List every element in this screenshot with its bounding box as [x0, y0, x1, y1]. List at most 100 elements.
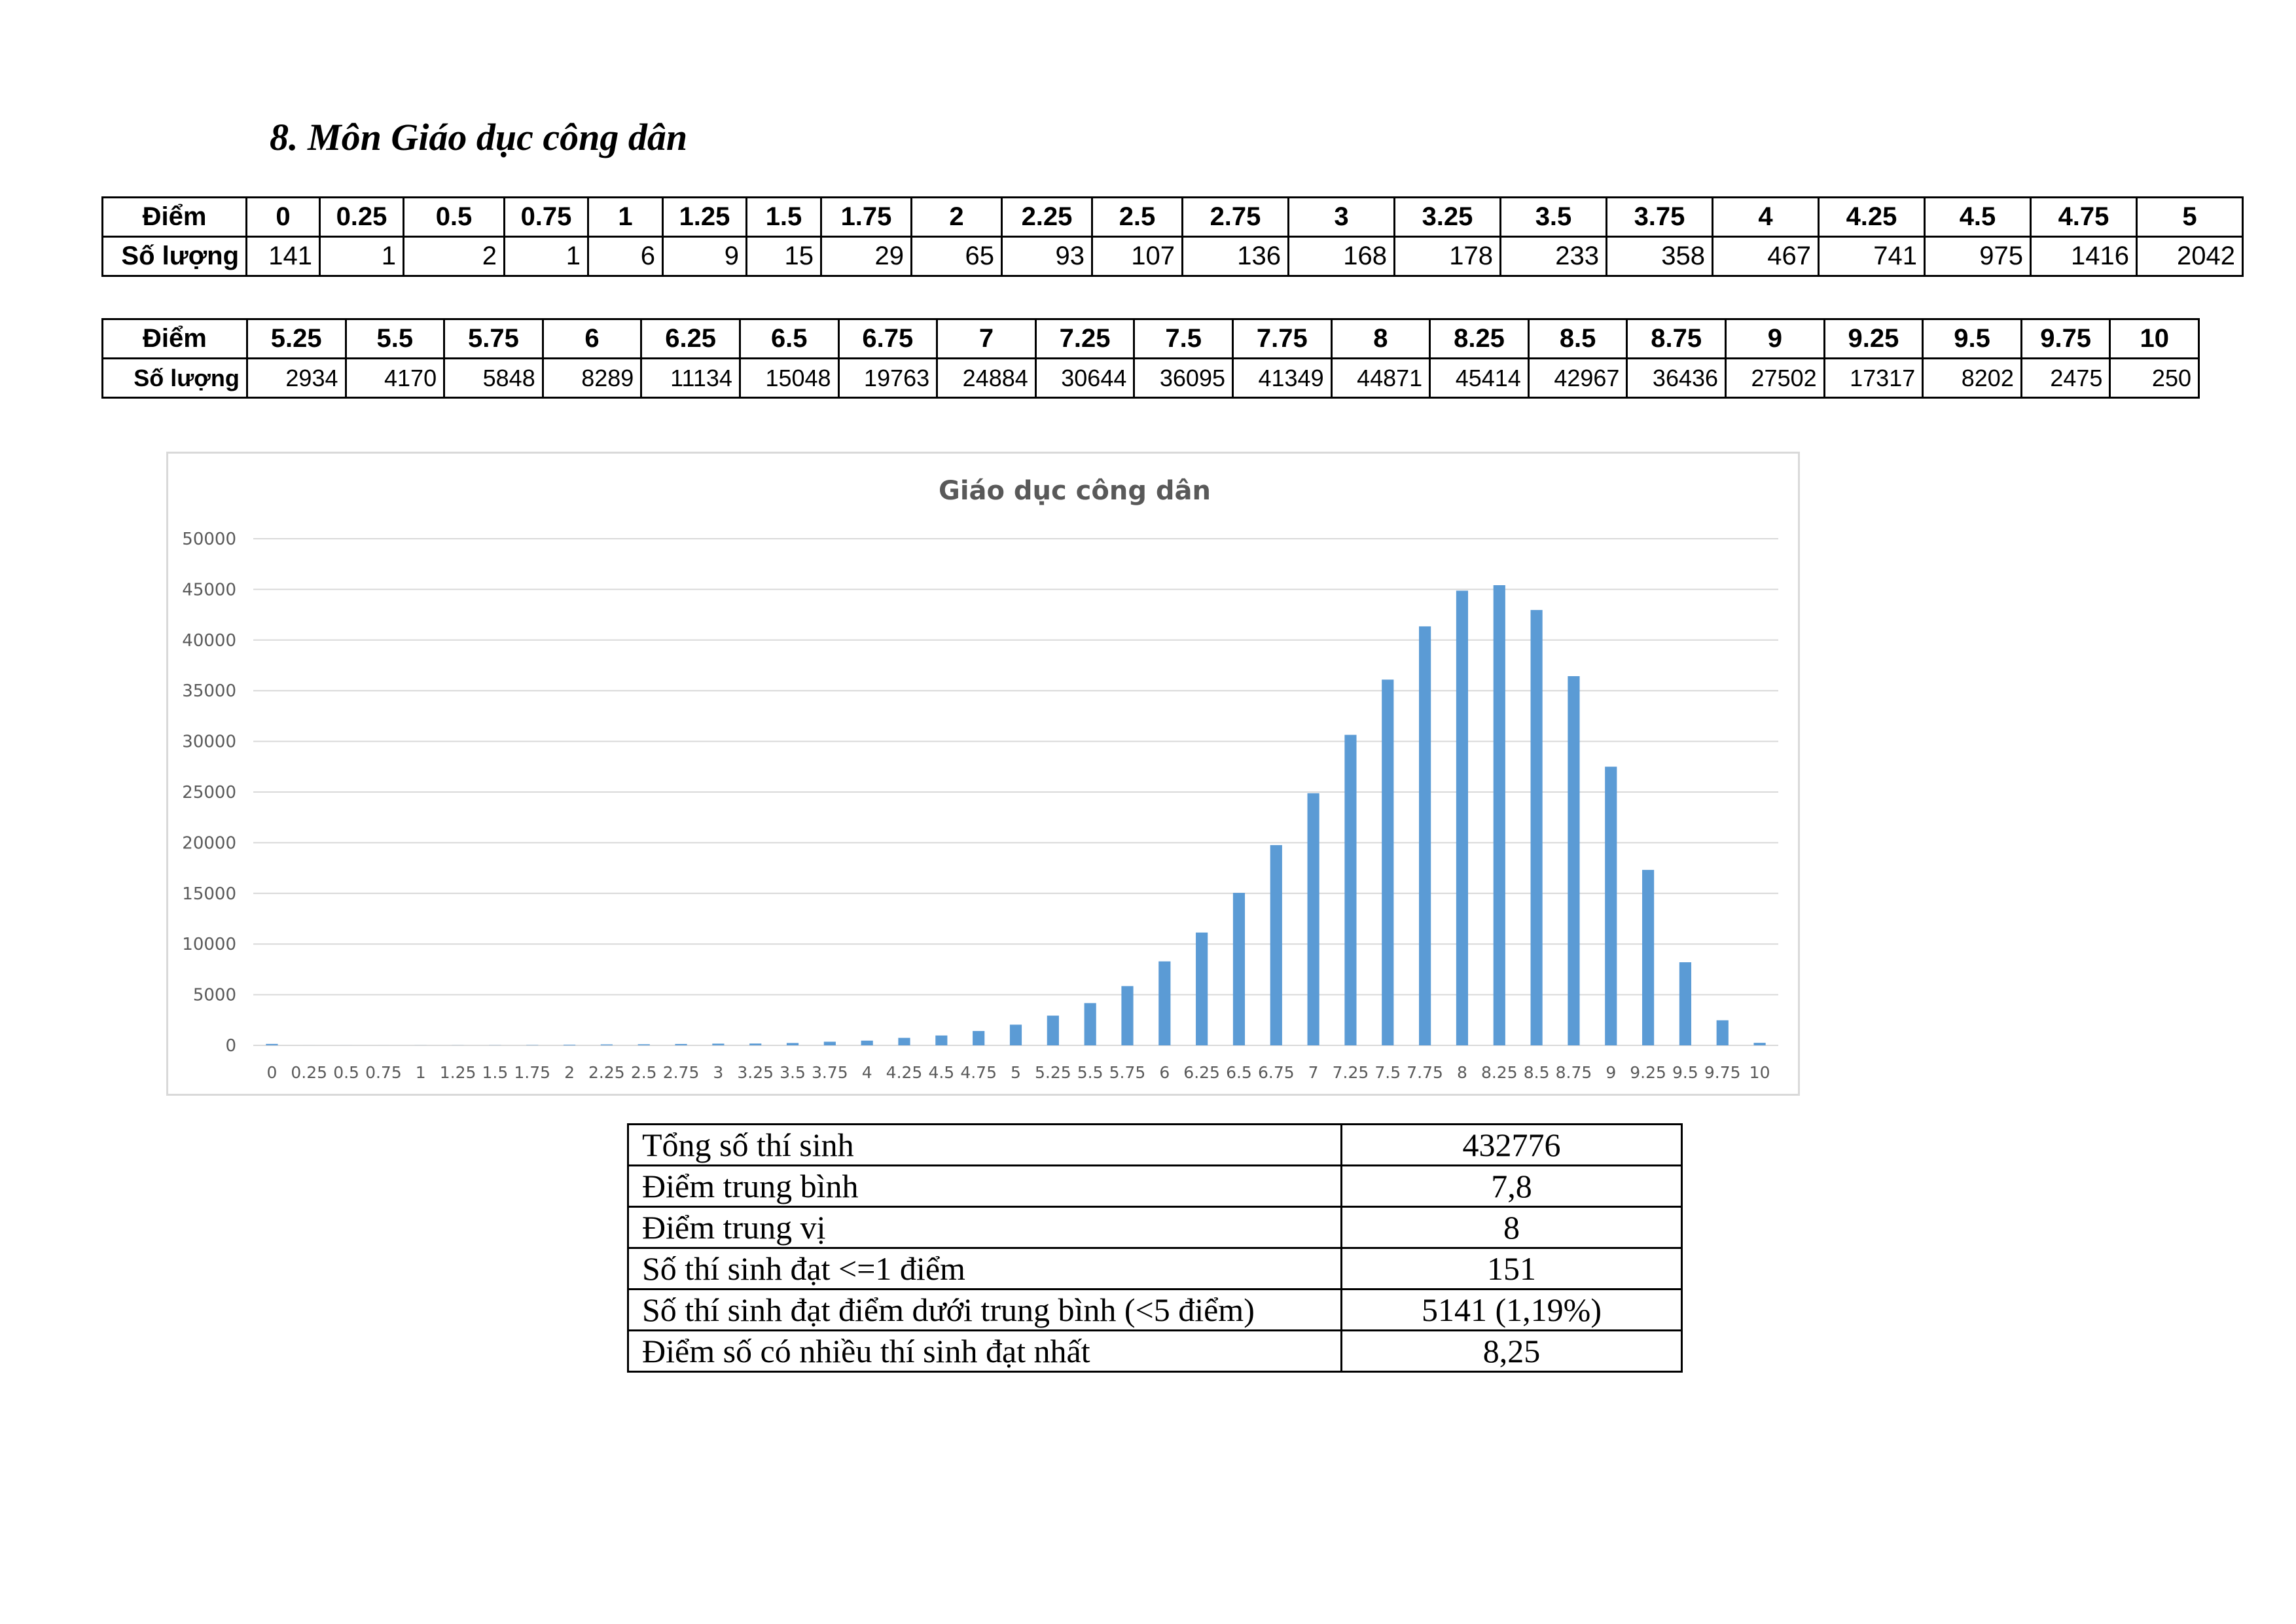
count-cell: 36095: [1133, 357, 1234, 399]
score-cell: 2.75: [1181, 196, 1289, 238]
summary-label: Tổng số thí sinh: [627, 1123, 1342, 1166]
score-cell: 9.5: [1922, 318, 2022, 359]
y-tick-label: 10000: [182, 935, 236, 954]
score-cell: 4.75: [2030, 196, 2138, 238]
count-cell: 168: [1287, 236, 1395, 277]
count-cell: 2934: [245, 357, 347, 399]
x-tick-label: 1.25: [440, 1063, 476, 1082]
score-cell: 6.5: [738, 318, 840, 359]
score-cell: 4: [1712, 196, 1820, 238]
bar: [1679, 962, 1692, 1045]
x-tick-label: 2.5: [631, 1063, 657, 1082]
score-cell: 6.75: [837, 318, 939, 359]
count-cell: 93: [1001, 236, 1093, 277]
bar: [712, 1043, 725, 1045]
bar: [1568, 676, 1580, 1045]
bar: [1493, 585, 1505, 1045]
count-cell: 141: [245, 236, 321, 277]
x-tick-label: 6: [1159, 1063, 1170, 1082]
count-label: Số lượng: [101, 236, 247, 277]
score-cell: 3: [1287, 196, 1395, 238]
count-cell: 250: [2109, 357, 2200, 399]
score-cell: 3.25: [1393, 196, 1501, 238]
count-label: Số lượng: [101, 357, 248, 399]
summary-value: 8,25: [1340, 1329, 1683, 1373]
x-tick-label: 0.5: [333, 1063, 359, 1082]
score-cell: 0: [245, 196, 321, 238]
summary-row: Số thí sinh đạt <=1 điểm 151: [627, 1247, 1683, 1290]
score-cell: 0.5: [403, 196, 505, 238]
x-tick-label: 4.75: [960, 1063, 997, 1082]
score-cell: 3.5: [1499, 196, 1607, 238]
y-tick-label: 15000: [182, 884, 236, 904]
count-cell: 11134: [640, 357, 741, 399]
bar: [1419, 626, 1431, 1045]
count-cell: 24884: [936, 357, 1037, 399]
x-tick-label: 1.5: [482, 1063, 509, 1082]
bar: [823, 1041, 836, 1045]
bar: [1344, 734, 1357, 1045]
y-tick-label: 50000: [182, 530, 236, 549]
summary-label: Điểm số có nhiều thí sinh đạt nhất: [627, 1329, 1342, 1373]
score-cell: 5.75: [443, 318, 544, 359]
summary-value: 432776: [1340, 1123, 1683, 1166]
count-cell: 15048: [738, 357, 840, 399]
x-tick-label: 3.75: [812, 1063, 848, 1082]
summary-label: Điểm trung vị: [627, 1206, 1342, 1249]
x-tick-label: 1.75: [514, 1063, 550, 1082]
count-cell: 358: [1605, 236, 1713, 277]
score-cell: 1.75: [820, 196, 912, 238]
summary-row: Điểm trung bình 7,8: [627, 1164, 1683, 1208]
x-tick-label: 1: [416, 1063, 426, 1082]
score-cell: 7.5: [1133, 318, 1234, 359]
bar-chart: Giáo dục công dân05000100001500020000250…: [182, 476, 1778, 1082]
y-tick-label: 35000: [182, 681, 236, 701]
bar: [1158, 961, 1171, 1045]
summary-row: Tổng số thí sinh 432776: [627, 1123, 1683, 1166]
x-tick-label: 4: [862, 1063, 872, 1082]
page-title: 8. Môn Giáo dục công dân: [270, 116, 688, 158]
score-cell: 2: [910, 196, 1003, 238]
score-cell: 5.5: [344, 318, 446, 359]
count-cell: 2: [403, 236, 505, 277]
x-tick-label: 6.5: [1226, 1063, 1252, 1082]
x-tick-label: 8.25: [1481, 1063, 1518, 1082]
summary-label: Điểm trung bình: [627, 1164, 1342, 1208]
y-tick-label: 5000: [193, 986, 236, 1005]
count-cell: 178: [1393, 236, 1501, 277]
score-cell: 1: [587, 196, 664, 238]
x-tick-label: 7.25: [1333, 1063, 1369, 1082]
score-cell: 0.25: [319, 196, 404, 238]
score-row: Điểm 5.25 5.5 5.75 6 6.25 6.5 6.75 7 7.25 7.5 7.75…: [101, 318, 2200, 359]
y-tick-label: 45000: [182, 580, 236, 600]
x-tick-label: 3: [713, 1063, 723, 1082]
count-cell: 8202: [1922, 357, 2022, 399]
score-cell: 7.25: [1034, 318, 1136, 359]
x-tick-label: 4.5: [928, 1063, 954, 1082]
x-tick-label: 0.75: [365, 1063, 402, 1082]
x-tick-label: 2.75: [663, 1063, 700, 1082]
x-tick-label: 7.75: [1407, 1063, 1443, 1082]
x-tick-label: 5.75: [1109, 1063, 1146, 1082]
bar: [1753, 1043, 1766, 1045]
count-cell: 42967: [1527, 357, 1628, 399]
score-cell: 4.25: [1818, 196, 1926, 238]
count-cell: 44871: [1330, 357, 1431, 399]
summary-label: Số thí sinh đạt điểm dưới trung bình (<5…: [627, 1288, 1342, 1331]
score-label: Điểm: [101, 196, 247, 238]
x-tick-label: 5.5: [1077, 1063, 1103, 1082]
score-cell: 0.75: [503, 196, 589, 238]
bar: [1196, 932, 1208, 1045]
score-cell: 2.5: [1091, 196, 1183, 238]
summary-value: 151: [1340, 1247, 1683, 1290]
bar: [1232, 893, 1246, 1045]
bar: [749, 1043, 762, 1045]
count-cell: 741: [1818, 236, 1926, 277]
score-label: Điểm: [101, 318, 248, 359]
x-tick-label: 0.25: [291, 1063, 327, 1082]
count-cell: 1: [319, 236, 404, 277]
score-cell: 9.75: [2020, 318, 2111, 359]
count-cell: 107: [1091, 236, 1183, 277]
count-cell: 65: [910, 236, 1003, 277]
x-tick-label: 9: [1605, 1063, 1616, 1082]
